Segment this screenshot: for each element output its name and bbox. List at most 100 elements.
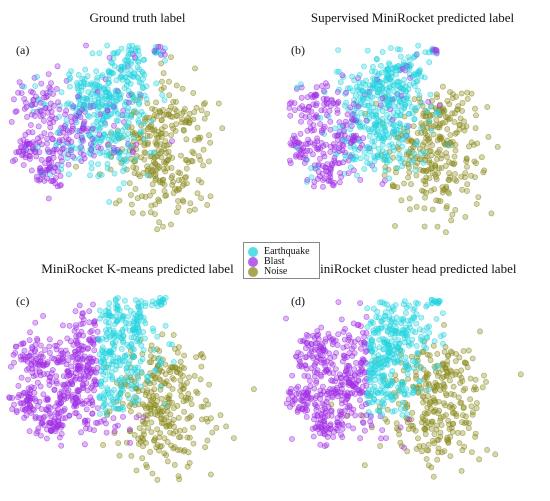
scatter-point <box>400 315 407 322</box>
scatter-point <box>402 405 409 412</box>
scatter-point <box>423 387 430 394</box>
scatter-point <box>161 299 167 306</box>
scatter-point <box>444 126 451 133</box>
scatter-point <box>411 83 418 89</box>
scatter-point <box>387 322 394 329</box>
scatter-point <box>200 403 207 410</box>
scatter-point <box>410 123 417 129</box>
scatter-point <box>91 152 97 159</box>
scatter-point <box>9 394 16 401</box>
scatter-point <box>159 92 166 98</box>
scatter-point <box>340 159 346 166</box>
scatter-point <box>102 369 109 375</box>
scatter-point <box>444 98 451 104</box>
scatter-point <box>133 414 140 421</box>
scatter-point <box>313 407 320 413</box>
scatter-point <box>420 177 427 184</box>
scatter-point <box>410 54 417 61</box>
scatter-point <box>83 406 90 413</box>
scatter-point <box>54 423 61 430</box>
scatter-point <box>45 71 52 77</box>
scatter-point <box>108 69 114 76</box>
scatter-point <box>104 385 110 392</box>
scatter-point <box>42 105 49 111</box>
scatter-point <box>75 364 82 370</box>
scatter-point <box>436 122 443 129</box>
scatter-point <box>27 153 33 160</box>
scatter-point <box>348 409 355 416</box>
scatter-point <box>68 101 75 108</box>
scatter-point <box>179 116 186 122</box>
scatter-point <box>298 146 305 153</box>
scatter-point <box>345 362 352 369</box>
scatter-point <box>168 54 174 60</box>
scatter-point <box>140 414 147 421</box>
scatter-point <box>430 408 437 415</box>
scatter-point <box>54 129 61 136</box>
scatter-point <box>128 201 135 208</box>
scatter-point <box>147 209 154 216</box>
scatter-point <box>309 127 315 134</box>
scatter-point <box>130 346 137 353</box>
scatter-point <box>198 416 205 423</box>
scatter-point <box>377 299 383 306</box>
scatter-point <box>369 424 375 431</box>
scatter-point <box>419 142 426 148</box>
scatter-point <box>130 134 137 141</box>
scatter-point <box>21 105 28 112</box>
scatter-point <box>191 206 198 213</box>
scatter-point <box>37 383 44 390</box>
scatter-point <box>456 440 463 446</box>
scatter-point <box>324 161 331 167</box>
scatter-point <box>69 123 76 130</box>
scatter-point <box>98 171 105 178</box>
scatter-point <box>170 332 177 338</box>
scatter-point <box>15 382 22 389</box>
scatter-point <box>392 302 399 308</box>
scatter-point <box>201 115 208 122</box>
scatter-point <box>338 431 344 438</box>
scatter-point <box>34 73 40 80</box>
scatter-point <box>335 331 342 338</box>
scatter-point <box>440 109 447 116</box>
scatter-point <box>410 72 417 79</box>
scatter-point <box>156 434 162 441</box>
scatter-point <box>142 381 149 388</box>
scatter-point <box>388 308 395 315</box>
scatter-point <box>299 103 306 110</box>
scatter-point <box>77 372 84 379</box>
scatter-point <box>54 63 61 70</box>
scatter-point <box>132 158 139 165</box>
scatter-point <box>106 310 113 317</box>
scatter-point <box>193 354 199 360</box>
scatter-point <box>47 120 53 127</box>
scatter-point <box>59 137 66 143</box>
scatter-point <box>142 193 149 200</box>
scatter-point <box>135 117 142 124</box>
scatter-point <box>194 190 201 197</box>
scatter-point <box>311 178 318 185</box>
scatter-point <box>38 80 45 87</box>
scatter-point <box>380 388 387 395</box>
scatter-point <box>362 427 368 434</box>
scatter-point <box>97 359 104 366</box>
scatter-point <box>447 132 454 138</box>
scatter-point <box>80 151 87 158</box>
scatter-point <box>150 127 157 134</box>
scatter-point <box>386 60 392 66</box>
scatter-point <box>425 392 432 399</box>
scatter-point <box>181 427 188 434</box>
scatter-point <box>306 351 313 358</box>
scatter-point <box>63 107 69 114</box>
scatter-point <box>32 319 39 326</box>
scatter-point <box>379 49 386 55</box>
scatter-point <box>106 349 113 356</box>
scatter-point <box>183 165 190 172</box>
scatter-point <box>374 390 381 396</box>
scatter-point <box>79 313 85 320</box>
scatter-point <box>366 393 373 399</box>
scatter-point <box>468 449 475 455</box>
scatter-point <box>421 223 428 230</box>
scatter-point <box>344 111 351 118</box>
scatter-point <box>322 431 328 438</box>
